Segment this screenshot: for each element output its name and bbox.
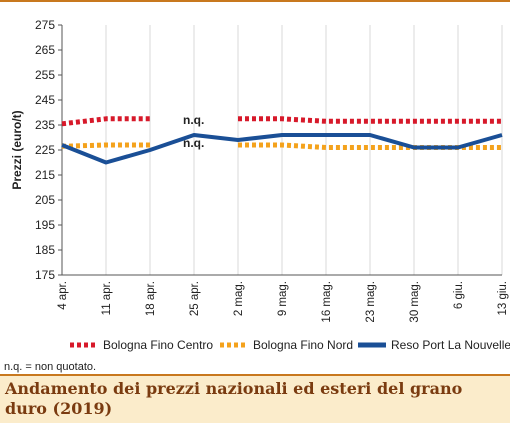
y-tick-label: 195 xyxy=(35,218,55,232)
y-axis-ticks: 175 185 195 205 215 225 235 245 255 265 275 xyxy=(35,18,62,282)
x-tick-label: 23 mag. xyxy=(365,281,377,323)
x-tick-label: 6 giu. xyxy=(453,281,465,309)
x-tick-label: 11 apr. xyxy=(101,281,113,315)
annotation-nq-top: n.q. xyxy=(183,113,204,127)
x-tick-label: 18 apr. xyxy=(145,281,157,316)
y-tick-label: 225 xyxy=(35,143,55,157)
y-tick-label: 215 xyxy=(35,168,55,182)
y-tick-label: 255 xyxy=(35,68,55,82)
title-box: Andamento dei prezzi nazionali ed esteri… xyxy=(0,374,510,423)
x-tick-label: 2 mag. xyxy=(233,281,245,316)
y-tick-label: 175 xyxy=(35,268,55,282)
series-line-bologna-fino-centro xyxy=(61,116,150,127)
x-axis-ticks: 4 apr. 11 apr. 18 apr. 25 apr. 2 mag. 9 mag. 1… xyxy=(57,281,509,323)
x-tick-label: 25 apr. xyxy=(189,281,201,316)
series-line-bologna-fino-nord xyxy=(61,142,150,149)
x-tick-label: 4 apr. xyxy=(57,281,69,310)
x-tick-label: 9 mag. xyxy=(277,281,289,316)
y-tick-label: 235 xyxy=(35,118,55,132)
gridlines xyxy=(105,25,503,275)
y-tick-label: 275 xyxy=(35,18,55,32)
legend: Bologna Fino Centro Bologna Fino Nord Re… xyxy=(70,338,510,352)
series-line-bologna-fino-centro xyxy=(238,116,502,124)
y-tick-label: 245 xyxy=(35,93,55,107)
legend-label-bologna-fino-centro: Bologna Fino Centro xyxy=(103,338,213,352)
x-tick-label: 16 mag. xyxy=(321,281,333,323)
y-axis-label: Prezzi (euro/t) xyxy=(10,110,24,189)
annotation-nq-bottom: n.q. xyxy=(183,136,204,150)
legend-label-reso-port-la-nouvelle: Reso Port La Nouvelle xyxy=(391,338,510,352)
x-tick-label: 30 mag. xyxy=(409,281,421,323)
top-rule xyxy=(0,0,510,2)
chart-title: Andamento dei prezzi nazionali ed esteri… xyxy=(5,379,463,418)
legend-label-bologna-fino-nord: Bologna Fino Nord xyxy=(253,338,353,352)
footnote: n.q. = non quotato. xyxy=(4,361,97,373)
y-tick-label: 265 xyxy=(35,43,55,57)
y-tick-label: 205 xyxy=(35,193,55,207)
x-tick-label: 13 giu. xyxy=(497,281,509,316)
y-tick-label: 185 xyxy=(35,243,55,257)
line-chart: 175 185 195 205 215 225 235 245 255 265 275 4 apr.… xyxy=(10,18,510,352)
series-line-reso-port-la-nouvelle xyxy=(61,133,503,165)
series-lines xyxy=(61,116,503,165)
